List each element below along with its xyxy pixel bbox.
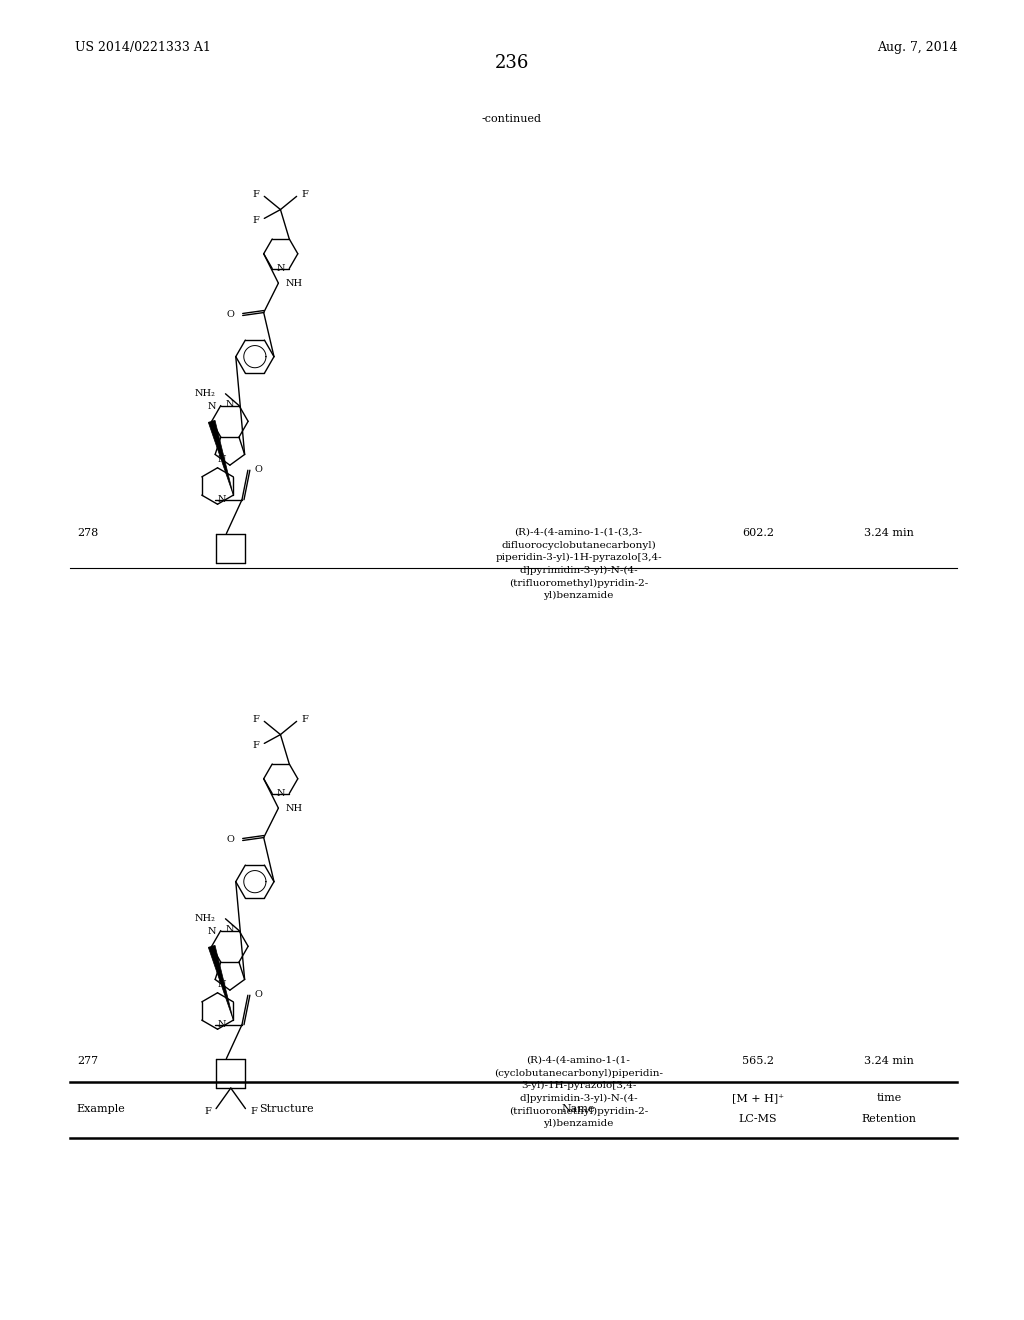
Text: N: N [218, 495, 226, 504]
Text: O: O [227, 836, 234, 843]
Text: F: F [302, 715, 308, 723]
Text: N: N [207, 927, 216, 936]
Text: (R)-4-(4-amino-1-(1-(3,3-
difluorocyclobutanecarbonyl)
piperidin-3-yl)-1H-pyrazo: (R)-4-(4-amino-1-(1-(3,3- difluorocyclob… [496, 528, 662, 601]
Text: 3.24 min: 3.24 min [864, 528, 913, 539]
Text: time: time [877, 1093, 901, 1104]
Text: 602.2: 602.2 [741, 528, 774, 539]
Text: Name: Name [562, 1104, 595, 1114]
Text: Retention: Retention [861, 1114, 916, 1125]
Text: N: N [276, 789, 285, 799]
Text: O: O [227, 310, 234, 319]
Text: NH: NH [286, 279, 302, 288]
Text: NH₂: NH₂ [195, 915, 215, 923]
Text: 236: 236 [495, 54, 529, 73]
Text: F: F [252, 715, 259, 723]
Text: NH: NH [286, 804, 302, 813]
Text: Structure: Structure [259, 1104, 314, 1114]
Text: 277: 277 [77, 1056, 98, 1067]
Text: US 2014/0221333 A1: US 2014/0221333 A1 [75, 41, 211, 54]
Text: F: F [252, 741, 259, 750]
Text: LC-MS: LC-MS [738, 1114, 777, 1125]
Text: (R)-4-(4-amino-1-(1-
(cyclobutanecarbonyl)piperidin-
3-yl)-1H-pyrazolo[3,4-
d]py: (R)-4-(4-amino-1-(1- (cyclobutanecarbony… [494, 1056, 664, 1129]
Text: 3.24 min: 3.24 min [864, 1056, 913, 1067]
Text: F: F [251, 1107, 257, 1117]
Text: N: N [217, 979, 225, 989]
Text: N: N [225, 925, 234, 935]
Text: N: N [225, 400, 234, 409]
Text: F: F [204, 1107, 211, 1117]
Text: -continued: -continued [482, 114, 542, 124]
Text: NH₂: NH₂ [195, 389, 215, 399]
Text: F: F [302, 190, 308, 199]
Text: F: F [252, 216, 259, 224]
Text: N: N [218, 1020, 226, 1030]
Text: N: N [276, 264, 285, 273]
Text: Aug. 7, 2014: Aug. 7, 2014 [877, 41, 957, 54]
Text: Example: Example [77, 1104, 126, 1114]
Polygon shape [208, 945, 233, 1020]
Text: [M + H]⁺: [M + H]⁺ [732, 1093, 783, 1104]
Text: 565.2: 565.2 [741, 1056, 774, 1067]
Text: O: O [255, 990, 263, 999]
Polygon shape [208, 420, 233, 495]
Text: 278: 278 [77, 528, 98, 539]
Text: N: N [217, 455, 225, 463]
Text: O: O [255, 465, 263, 474]
Text: N: N [207, 403, 216, 411]
Text: F: F [252, 190, 259, 199]
